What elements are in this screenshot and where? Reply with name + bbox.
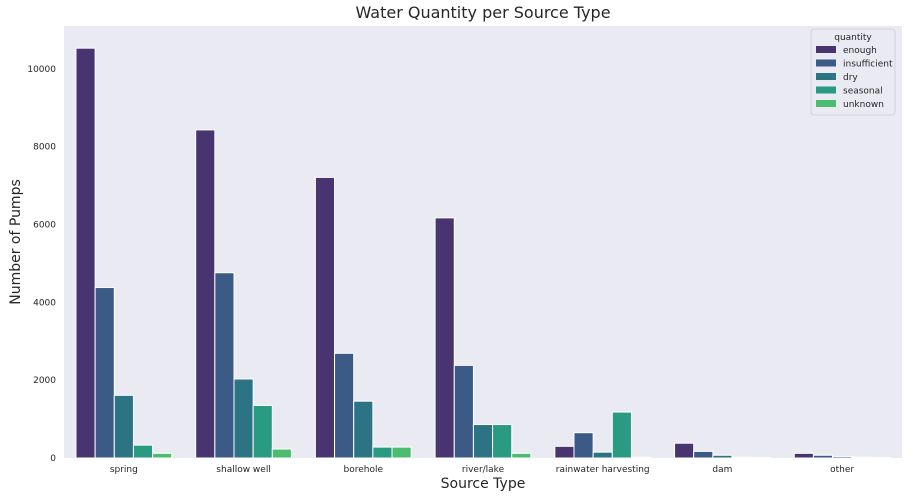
legend-label-seasonal: seasonal: [843, 87, 883, 97]
y-tick-label: 6000: [33, 220, 56, 230]
bar-enough: [555, 446, 574, 458]
x-tick-label: shallow well: [216, 465, 271, 475]
legend-swatch-enough: [816, 46, 836, 53]
x-tick-label: other: [830, 465, 854, 475]
bar-unknown: [631, 457, 650, 458]
bar-seasonal: [852, 457, 871, 458]
bar-dry: [234, 379, 253, 458]
bar-dry: [713, 455, 732, 458]
bar-enough: [675, 443, 694, 458]
bar-enough: [76, 48, 95, 458]
bar-unknown: [153, 453, 172, 458]
bar-unknown: [392, 447, 411, 458]
x-tick-label: borehole: [344, 465, 384, 475]
bar-enough: [196, 130, 215, 458]
bar-insufficient: [335, 353, 354, 458]
legend-title: quantity: [834, 33, 872, 43]
bar-dry: [473, 425, 492, 458]
x-tick-label: spring: [110, 465, 138, 475]
x-tick-label: dam: [712, 465, 732, 475]
bar-dry: [833, 456, 852, 458]
legend-label-insufficient: insufficient: [843, 60, 893, 70]
bar-dry: [593, 452, 612, 458]
legend-label-dry: dry: [843, 73, 858, 83]
y-tick-label: 10000: [27, 65, 56, 75]
bar-seasonal: [612, 412, 631, 458]
x-tick-label: river/lake: [462, 465, 505, 475]
legend-label-unknown: unknown: [843, 100, 884, 110]
legend-swatch-insufficient: [816, 60, 836, 67]
bar-insufficient: [454, 365, 473, 458]
y-tick-label: 8000: [33, 143, 56, 153]
x-tick-label: rainwater harvesting: [556, 465, 650, 475]
bar-seasonal: [253, 405, 272, 458]
bar-enough: [315, 177, 334, 458]
legend-swatch-unknown: [816, 100, 836, 107]
y-tick-label: 4000: [33, 298, 56, 308]
bar-dry: [354, 401, 373, 458]
bar-seasonal: [373, 447, 392, 458]
y-tick-label: 2000: [33, 376, 56, 386]
bar-insufficient: [694, 451, 713, 458]
bar-unknown: [272, 449, 291, 458]
legend-label-enough: enough: [843, 46, 877, 56]
bar-insufficient: [215, 273, 234, 458]
bar-enough: [435, 218, 454, 458]
x-axis-ticks: spring shallow well borehole river/lake rain…: [110, 465, 855, 475]
plot-background: [64, 26, 902, 458]
chart-title: Water Quantity per Source Type: [355, 3, 610, 22]
y-axis-ticks: 0 2000 4000 6000 8000 10000: [27, 65, 56, 464]
legend-swatch-seasonal: [816, 87, 836, 94]
legend-swatch-dry: [816, 73, 836, 80]
bar-seasonal: [732, 457, 751, 458]
legend: quantity enough insufficient dry seasonal un…: [811, 29, 895, 115]
bar-insufficient: [574, 433, 593, 458]
bar-dry: [114, 395, 133, 458]
bar-insufficient: [95, 288, 114, 458]
x-axis-label: Source Type: [441, 476, 526, 492]
y-tick-label: 0: [50, 454, 56, 464]
bar-enough: [794, 453, 813, 458]
bar-seasonal: [493, 425, 512, 458]
bar-insufficient: [813, 455, 832, 458]
bar-unknown: [512, 453, 531, 458]
y-axis-label: Number of Pumps: [8, 179, 24, 305]
bar-seasonal: [133, 445, 152, 458]
